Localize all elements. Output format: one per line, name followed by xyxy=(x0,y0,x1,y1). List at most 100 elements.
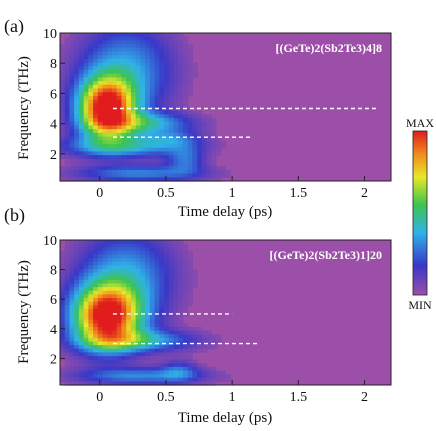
heatmap-cell xyxy=(182,366,189,372)
heatmap-cell xyxy=(74,114,80,119)
heatmap-cell xyxy=(149,62,156,67)
heatmap-cell xyxy=(149,173,156,178)
heatmap-cell xyxy=(78,298,85,303)
heatmap-cell xyxy=(112,118,118,123)
heatmap-cell xyxy=(140,99,146,104)
heatmap-cell xyxy=(93,44,99,49)
heatmap-cell xyxy=(149,287,156,292)
heatmap-cell xyxy=(74,308,80,314)
heatmap-cell xyxy=(159,327,165,332)
heatmap-cell xyxy=(60,132,66,138)
heatmap-cell xyxy=(145,121,151,127)
heatmap-cell xyxy=(149,308,156,314)
heatmap-cell xyxy=(126,374,132,379)
heatmap-cell xyxy=(187,92,193,97)
heatmap-cell xyxy=(140,151,146,156)
heatmap-cell xyxy=(187,73,193,78)
heatmap-cell xyxy=(140,305,146,310)
heatmap-cell xyxy=(126,250,132,256)
heatmap-cell xyxy=(93,312,99,317)
heatmap-cell xyxy=(197,363,203,368)
heatmap-cell xyxy=(168,308,175,314)
heatmap-cell xyxy=(78,88,85,93)
heatmap-cell xyxy=(69,147,75,152)
heatmap-cell xyxy=(74,240,80,245)
heatmap-cell xyxy=(192,169,198,175)
heatmap-cell xyxy=(69,110,75,115)
heatmap-cell xyxy=(116,47,123,53)
heatmap-cell xyxy=(206,173,212,178)
heatmap-cell xyxy=(159,44,165,49)
heatmap-cell xyxy=(64,377,71,382)
heatmap-cell xyxy=(126,77,132,82)
heatmap-cell xyxy=(145,173,151,178)
heatmap-cell xyxy=(69,144,75,149)
heatmap-cell xyxy=(107,118,113,123)
heatmap-cell xyxy=(74,33,80,38)
heatmap-cell xyxy=(182,269,189,274)
heatmap-cell xyxy=(69,337,75,343)
heatmap-cell xyxy=(182,110,189,115)
heatmap-cell xyxy=(64,301,71,306)
heatmap-cell xyxy=(178,330,184,335)
heatmap-cell xyxy=(93,66,99,71)
heatmap-cell xyxy=(93,173,99,178)
heatmap-cell xyxy=(93,294,99,299)
heatmap-cell xyxy=(182,169,189,175)
heatmap-cell xyxy=(93,250,99,256)
heatmap-cell xyxy=(140,254,146,259)
heatmap-cell xyxy=(164,33,170,38)
heatmap-cell xyxy=(182,247,189,252)
heatmap-cell xyxy=(74,136,80,141)
heatmap-cell xyxy=(121,290,127,295)
heatmap-cell xyxy=(112,51,118,56)
heatmap-cell xyxy=(164,316,170,321)
heatmap-cell xyxy=(145,352,151,357)
heatmap-cell xyxy=(83,312,89,317)
heatmap-cell xyxy=(69,330,75,335)
heatmap-cell xyxy=(121,359,127,364)
heatmap-cell xyxy=(130,132,137,138)
heatmap-cell xyxy=(102,366,108,372)
heatmap-cell xyxy=(140,51,146,56)
heatmap-cell xyxy=(121,341,127,346)
heatmap-cell xyxy=(88,366,94,372)
heatmap-cell xyxy=(197,381,203,386)
heatmap-cell xyxy=(60,107,66,112)
heatmap-cell xyxy=(64,298,71,303)
heatmap-cell xyxy=(121,158,127,164)
heatmap-cell xyxy=(107,258,113,263)
heatmap-cell xyxy=(112,348,118,353)
heatmap-cell xyxy=(69,62,75,67)
heatmap-cell xyxy=(135,136,141,141)
heatmap-cell xyxy=(88,73,94,78)
heatmap-cell xyxy=(93,132,99,138)
heatmap-cell xyxy=(112,136,118,141)
heatmap-cell xyxy=(97,254,104,259)
heatmap-cell xyxy=(197,327,203,332)
heatmap-cell xyxy=(159,305,165,310)
heatmap-cell xyxy=(168,348,175,353)
heatmap-cell xyxy=(178,276,184,281)
heatmap-cell xyxy=(159,125,165,130)
heatmap-cell xyxy=(78,269,85,274)
heatmap-cell xyxy=(178,298,184,303)
heatmap-cell xyxy=(159,279,165,285)
heatmap-cell xyxy=(88,352,94,357)
heatmap-cell xyxy=(83,62,89,67)
heatmap-cell xyxy=(159,158,165,164)
heatmap-cell xyxy=(168,77,175,82)
heatmap-cell xyxy=(121,140,127,145)
heatmap-cell xyxy=(126,269,132,274)
heatmap-cell xyxy=(64,173,71,178)
heatmap-cell xyxy=(140,81,146,86)
heatmap-cell xyxy=(187,265,193,270)
heatmap-cell xyxy=(178,118,184,123)
heatmap-cell xyxy=(178,36,184,41)
heatmap-cell xyxy=(168,62,175,67)
heatmap-cell xyxy=(93,92,99,97)
heatmap-cell xyxy=(97,247,104,252)
heatmap-cell xyxy=(126,144,132,149)
heatmap-cell xyxy=(178,33,184,38)
heatmap-cell xyxy=(140,162,146,167)
